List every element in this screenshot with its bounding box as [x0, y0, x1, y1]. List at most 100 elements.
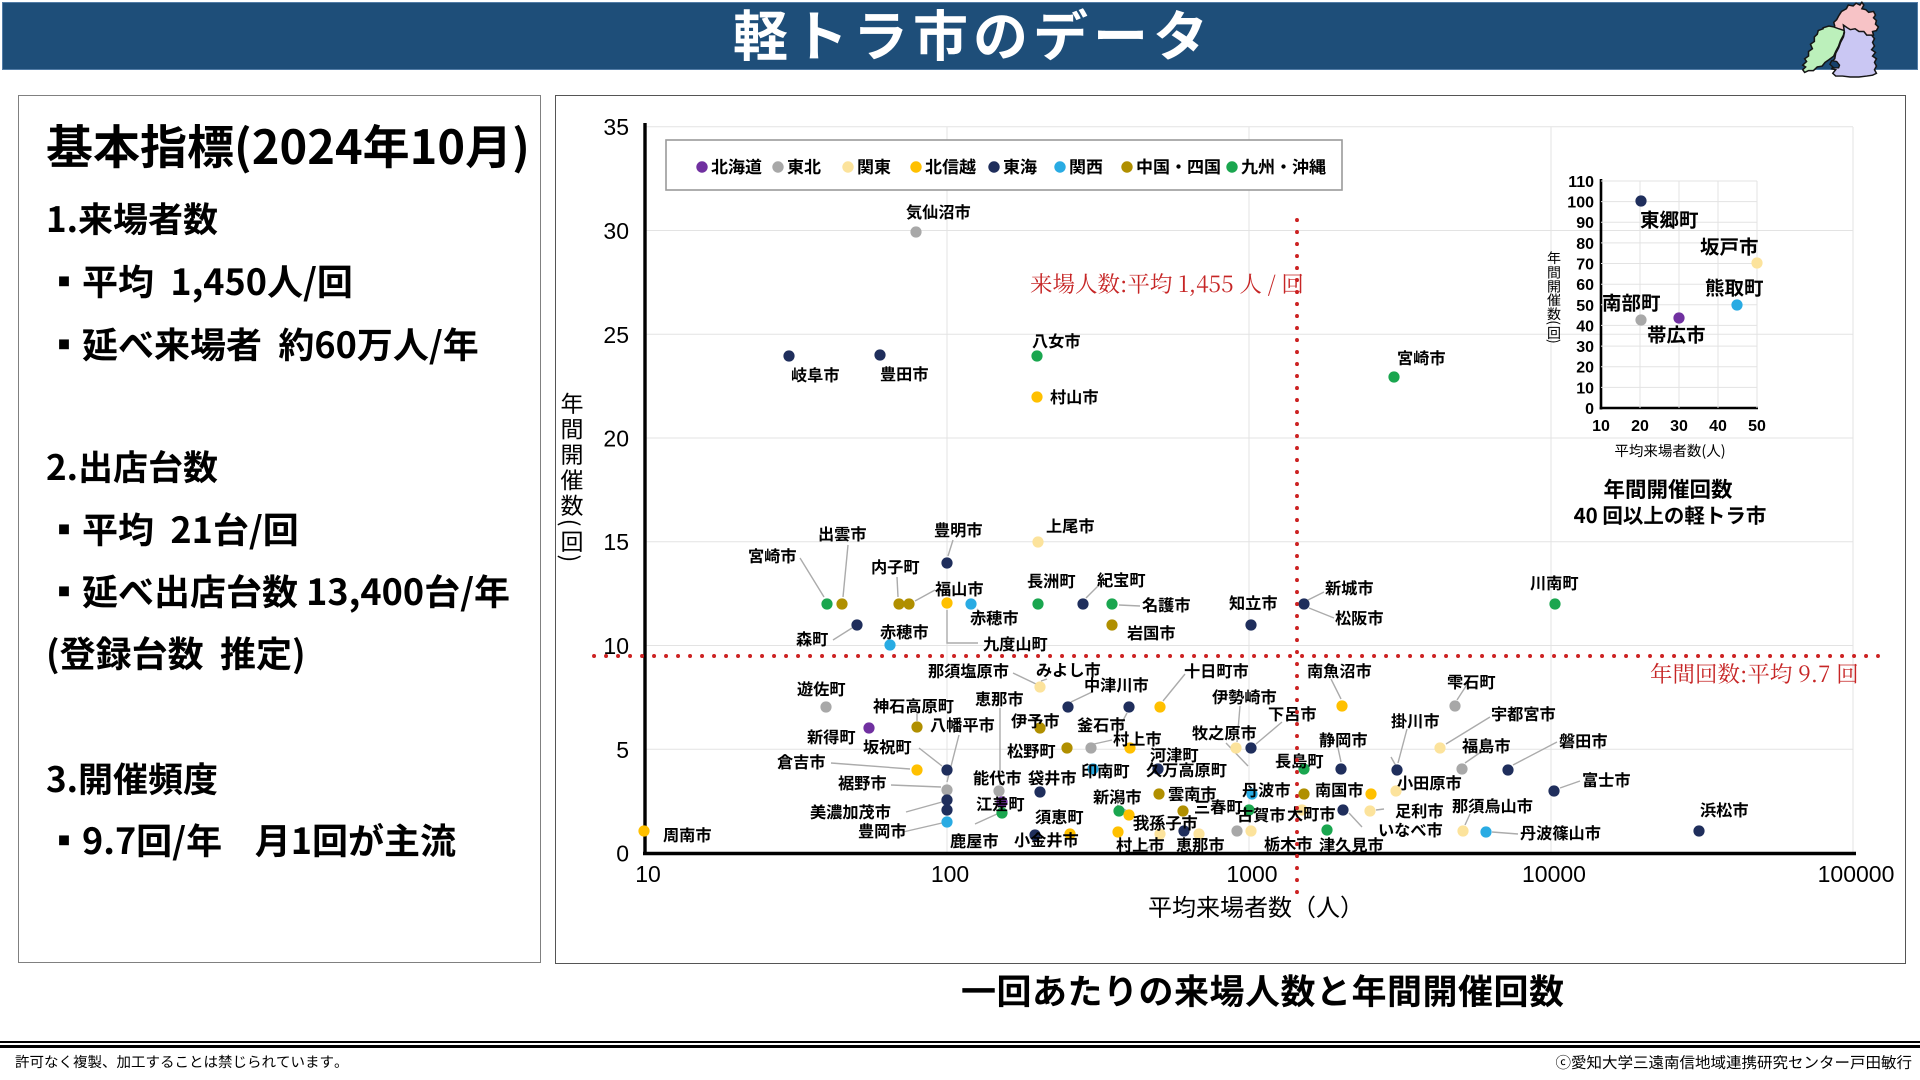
svg-text:福島市: 福島市 [1462, 733, 1511, 757]
svg-text:長島町: 長島町 [1275, 748, 1324, 772]
svg-text:10000: 10000 [1522, 861, 1586, 887]
svg-text:岩国市: 岩国市 [1127, 620, 1176, 644]
svg-text:35: 35 [603, 114, 629, 140]
svg-text:20: 20 [603, 426, 629, 452]
svg-text:90: 90 [1576, 215, 1594, 232]
svg-text:九度山町: 九度山町 [983, 631, 1048, 655]
svg-text:能代市: 能代市 [973, 765, 1022, 789]
svg-text:気仙沼市: 気仙沼市 [906, 199, 971, 223]
svg-text:新城市: 新城市 [1325, 575, 1374, 599]
svg-text:100000: 100000 [1818, 861, 1895, 887]
svg-text:八女市: 八女市 [1032, 328, 1081, 352]
svg-text:北海道: 北海道 [711, 153, 762, 178]
svg-text:新潟市: 新潟市 [1093, 784, 1142, 808]
svg-text:宮崎市: 宮崎市 [748, 543, 797, 567]
svg-text:30: 30 [603, 218, 629, 244]
svg-text:5: 5 [616, 737, 629, 763]
svg-text:印南町: 印南町 [1081, 758, 1130, 782]
svg-text:内子町: 内子町 [871, 554, 920, 578]
svg-text:松阪市: 松阪市 [1335, 605, 1384, 629]
svg-text:村上市: 村上市 [1116, 832, 1165, 856]
svg-text:中国・四国: 中国・四国 [1136, 153, 1221, 178]
svg-text:来場人数:平均 1,455 人 / 回: 来場人数:平均 1,455 人 / 回 [1030, 267, 1304, 299]
svg-text:須恵町: 須恵町 [1035, 804, 1084, 828]
svg-text:赤穂市: 赤穂市 [970, 605, 1019, 629]
svg-text:15: 15 [603, 529, 629, 555]
svg-text:宇都宮市: 宇都宮市 [1491, 701, 1556, 725]
svg-text:豊田市: 豊田市 [880, 361, 929, 385]
svg-text:久万高原町: 久万高原町 [1146, 757, 1227, 781]
svg-text:雲南市: 雲南市 [1168, 781, 1217, 805]
svg-text:30: 30 [1576, 339, 1594, 356]
svg-text:足利市: 足利市 [1395, 798, 1444, 822]
svg-text:雫石町: 雫石町 [1447, 669, 1496, 693]
svg-text:古賀市: 古賀市 [1237, 802, 1286, 826]
svg-text:小金井市: 小金井市 [1014, 827, 1079, 851]
svg-text:40: 40 [1576, 318, 1594, 335]
svg-text:豊明市: 豊明市 [934, 517, 983, 541]
svg-text:福山市: 福山市 [935, 576, 984, 600]
svg-text:0: 0 [616, 841, 629, 867]
svg-text:那須塩原市: 那須塩原市 [928, 658, 1009, 682]
svg-text:十日町市: 十日町市 [1184, 658, 1249, 682]
svg-text:20: 20 [1576, 360, 1594, 377]
svg-text:帯広市: 帯広市 [1647, 319, 1706, 348]
svg-text:南部町: 南部町 [1602, 287, 1661, 316]
svg-text:長洲町: 長洲町 [1027, 568, 1076, 592]
svg-text:松野町: 松野町 [1007, 738, 1056, 762]
svg-text:名護市: 名護市 [1142, 592, 1191, 616]
svg-text:川南町: 川南町 [1530, 570, 1579, 594]
svg-text:森町: 森町 [796, 626, 828, 650]
svg-text:村上市: 村上市 [1113, 726, 1162, 750]
svg-text:東海: 東海 [1003, 153, 1037, 178]
svg-text:美濃加茂市: 美濃加茂市 [810, 799, 891, 823]
svg-text:50: 50 [1748, 418, 1766, 435]
svg-text:知立市: 知立市 [1229, 590, 1278, 614]
svg-text:磐田市: 磐田市 [1559, 728, 1608, 752]
svg-text:恵那市: 恵那市 [975, 686, 1024, 710]
svg-text:10: 10 [1592, 418, 1610, 435]
svg-text:30: 30 [1670, 418, 1688, 435]
svg-text:80: 80 [1576, 236, 1594, 253]
svg-text:八幡平市: 八幡平市 [930, 712, 995, 736]
svg-text:年間開催数(回): 年間開催数(回) [1544, 250, 1564, 343]
svg-text:北信越: 北信越 [925, 153, 976, 178]
svg-text:東北: 東北 [787, 153, 821, 178]
svg-text:年間開催数(回): 年間開催数(回) [555, 391, 589, 565]
svg-text:裾野市: 裾野市 [838, 770, 887, 794]
svg-text:浜松市: 浜松市 [1700, 797, 1749, 821]
svg-text:遊佐町: 遊佐町 [797, 676, 846, 700]
svg-text:宮崎市: 宮崎市 [1397, 345, 1446, 369]
svg-text:三春町: 三春町 [1194, 794, 1243, 818]
svg-text:神石高原町: 神石高原町 [873, 693, 954, 717]
svg-text:50: 50 [1576, 298, 1594, 315]
svg-text:平均来場者数(人): 平均来場者数(人) [1614, 440, 1725, 461]
svg-text:丹波篠山市: 丹波篠山市 [1520, 820, 1601, 844]
svg-text:平均来場者数（人）: 平均来場者数（人） [1148, 888, 1364, 923]
svg-text:10: 10 [1576, 380, 1594, 397]
svg-text:小田原市: 小田原市 [1397, 770, 1462, 794]
svg-text:1000: 1000 [1226, 861, 1277, 887]
svg-text:河津町: 河津町 [1150, 742, 1199, 766]
svg-text:上尾市: 上尾市 [1046, 513, 1095, 537]
svg-text:静岡市: 静岡市 [1319, 727, 1368, 751]
svg-text:25: 25 [603, 322, 629, 348]
svg-text:伊勢崎市: 伊勢崎市 [1212, 684, 1277, 708]
svg-text:新得町: 新得町 [807, 724, 856, 748]
svg-text:津久見市: 津久見市 [1319, 832, 1384, 856]
svg-text:0: 0 [1585, 401, 1594, 418]
svg-text:110: 110 [1568, 174, 1594, 191]
svg-text:70: 70 [1576, 257, 1594, 274]
svg-text:60: 60 [1576, 277, 1594, 294]
svg-text:坂戸市: 坂戸市 [1700, 231, 1759, 260]
svg-text:年間開催回数: 年間開催回数 [1603, 473, 1733, 504]
svg-text:赤穂市: 赤穂市 [880, 619, 929, 643]
svg-text:関東: 関東 [857, 153, 891, 178]
svg-text:出雲市: 出雲市 [818, 521, 867, 545]
svg-text:鹿屋市: 鹿屋市 [950, 828, 999, 852]
svg-text:熊取町: 熊取町 [1705, 272, 1764, 301]
svg-text:釜石市: 釜石市 [1077, 712, 1126, 736]
svg-text:坂祝町: 坂祝町 [863, 734, 912, 758]
svg-text:袋井市: 袋井市 [1028, 765, 1077, 789]
svg-text:恵那市: 恵那市 [1176, 832, 1225, 856]
